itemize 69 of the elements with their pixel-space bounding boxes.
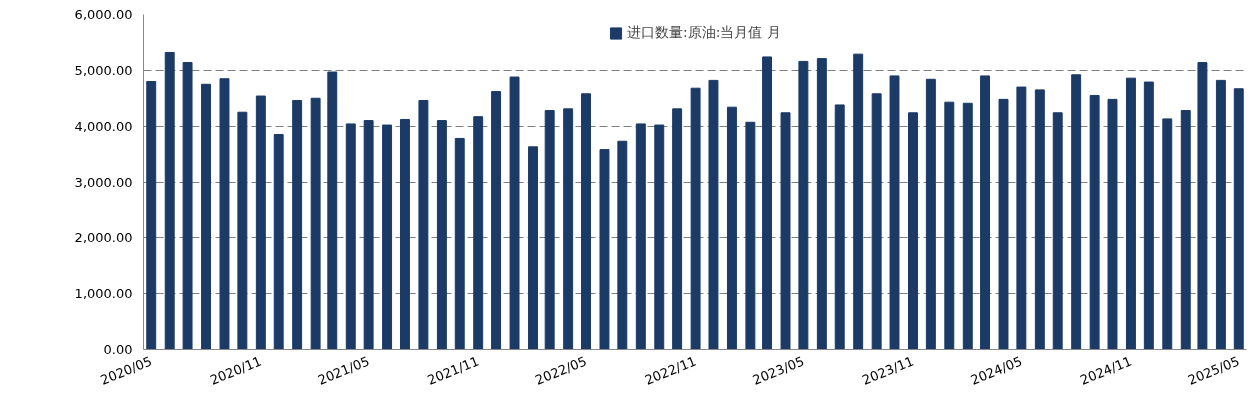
- bar: [980, 75, 991, 350]
- bar: [853, 53, 864, 350]
- bar: [273, 134, 284, 350]
- bar: [672, 108, 683, 350]
- bar: [726, 106, 737, 350]
- bar: [962, 102, 973, 350]
- bar: [617, 140, 628, 350]
- bar: [1125, 77, 1136, 350]
- bar: [418, 99, 429, 350]
- bar: [164, 51, 175, 350]
- legend-label: 进口数量:原油:当月值 月: [627, 24, 781, 42]
- bar: [436, 120, 447, 350]
- y-tick-label: 0.00: [103, 342, 133, 357]
- bar: [599, 149, 610, 350]
- bar: [563, 108, 574, 350]
- bar: [201, 83, 211, 350]
- bar: [146, 81, 157, 350]
- bar: [871, 93, 882, 350]
- bar: [528, 146, 538, 350]
- bar: [1162, 118, 1173, 350]
- bar: [1107, 98, 1118, 350]
- bar: [654, 124, 665, 350]
- y-tick-label: 3,000.00: [74, 174, 133, 190]
- y-tick-label: 2,000.00: [74, 230, 133, 246]
- bar: [1197, 62, 1208, 350]
- bar: [745, 121, 756, 350]
- bar: [798, 60, 809, 350]
- bar: [635, 123, 646, 350]
- y-tick-label: 6,000.00: [74, 7, 133, 22]
- bar: [237, 111, 248, 350]
- bar: [454, 137, 465, 350]
- bar: [182, 62, 193, 350]
- bar: [1071, 74, 1082, 350]
- bar: [310, 97, 321, 350]
- bar: [363, 120, 374, 350]
- bar: [1233, 88, 1244, 350]
- bar: [998, 98, 1009, 350]
- bar: [925, 78, 936, 350]
- y-tick-label: 1,000.00: [74, 286, 133, 302]
- bar: [944, 101, 955, 350]
- bar: [473, 116, 484, 350]
- bar: [834, 104, 845, 350]
- bar: [1215, 79, 1226, 350]
- bar: [544, 110, 555, 350]
- bar: [1016, 86, 1027, 350]
- bar: [1052, 112, 1063, 350]
- bar: [708, 79, 719, 350]
- bar: [1180, 110, 1191, 350]
- bar: [382, 124, 393, 350]
- bar: [690, 87, 701, 350]
- bar: [780, 112, 791, 350]
- bar: [491, 91, 502, 350]
- bar: [1034, 89, 1045, 350]
- bar: [889, 75, 900, 350]
- y-tick-label: 5,000.00: [74, 62, 133, 78]
- bar: [327, 71, 338, 350]
- bar: [399, 118, 410, 350]
- bar: [292, 99, 303, 350]
- bar: [762, 56, 773, 350]
- bar: [581, 93, 591, 350]
- bar: [1143, 81, 1154, 350]
- y-tick-label: 4,000.00: [74, 118, 133, 134]
- bar: [345, 123, 356, 350]
- bar: [816, 58, 827, 350]
- bar: [219, 78, 230, 350]
- bar: [255, 95, 266, 350]
- bar: [509, 76, 520, 350]
- bar: [1089, 94, 1100, 350]
- bar: [908, 112, 918, 350]
